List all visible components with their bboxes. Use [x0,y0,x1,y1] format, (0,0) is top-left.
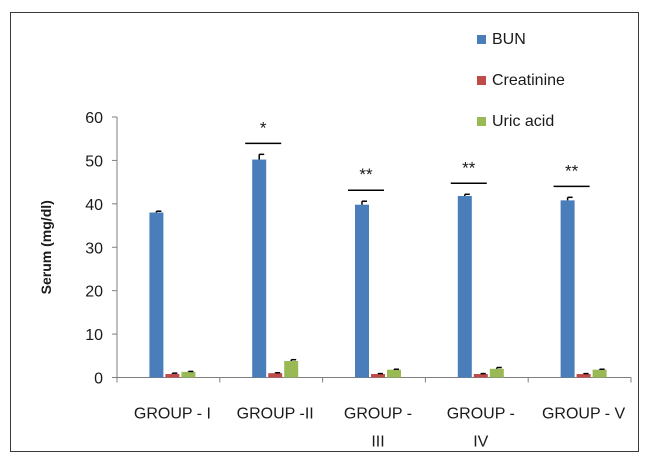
bar-uric-acid [387,369,401,378]
legend-swatch [477,76,486,85]
bar-bun [149,212,164,378]
bar-chart: 0 10 20 30 40 50 60 Serum (mg/dl) GROUP - I GROUP… [38,31,632,451]
x-category-label: III [371,434,384,451]
y-axis-title: Serum (mg/dl) [38,200,54,294]
bar-bun [252,159,267,378]
bar-bun [457,196,472,378]
significance-marker: ** [462,158,476,177]
bar-creatinine [165,374,180,378]
y-tick-label: 40 [85,197,103,214]
x-category-label: IV [473,434,488,451]
bar-uric-acid [489,368,504,378]
x-category-label: GROUP -II [237,406,314,423]
bar-uric-acid [284,361,299,378]
significance-marker: ** [565,161,579,180]
significance-marker: ** [359,165,373,184]
legend-label: BUN [492,31,526,48]
bar-creatinine [371,374,385,378]
x-category-label: GROUP - [447,406,515,423]
y-tick-label: 30 [85,240,103,257]
legend-label: Creatinine [492,72,565,89]
bar-creatinine [268,373,283,378]
legend-label: Uric acid [492,113,554,130]
x-category-label: GROUP - V [542,406,626,423]
bar-creatinine [473,374,488,378]
bar-bun [355,204,369,378]
chart-frame: 0 10 20 30 40 50 60 Serum (mg/dl) GROUP - I GROUP… [10,12,639,452]
x-category-label: GROUP - I [134,406,211,423]
y-tick-label: 50 [85,153,103,170]
bar-bun [560,200,575,378]
legend-swatch [477,117,486,126]
x-category-label: GROUP - [344,406,412,423]
legend-swatch [477,35,486,44]
significance-marker: * [260,118,267,137]
y-tick-label: 60 [85,110,103,127]
y-tick-label: 10 [85,327,103,344]
y-tick-label: 20 [85,284,103,301]
bar-creatinine [576,374,591,378]
bar-uric-acid [181,371,196,378]
bar-uric-acid [592,369,607,378]
y-tick-label: 0 [94,371,103,388]
